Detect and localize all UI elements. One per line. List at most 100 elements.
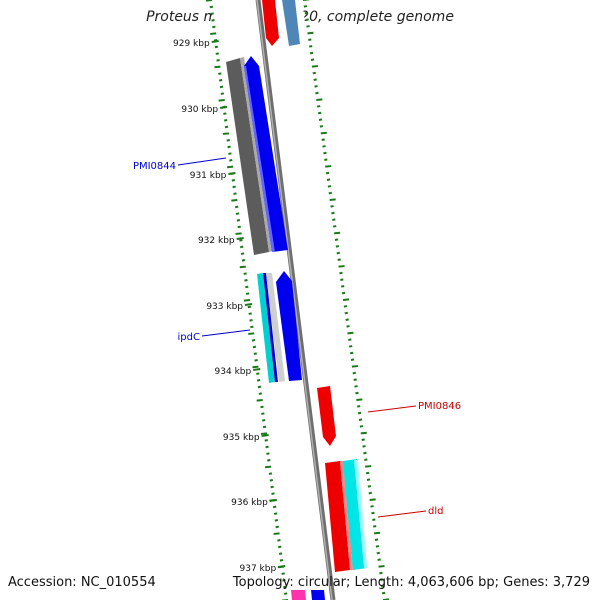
label-ipdc[interactable]: ipdC	[178, 332, 200, 343]
tick-mark	[354, 385, 358, 388]
gene-ipdc-cyan[interactable]	[257, 273, 275, 383]
gene-dld-edge	[340, 461, 353, 570]
label-pmi0844[interactable]: PMI0844	[133, 161, 176, 172]
gene-ipdc[interactable]	[263, 273, 278, 382]
tick-mark	[267, 459, 271, 462]
gene-cyan-right[interactable]	[343, 459, 367, 570]
tick-mark	[236, 219, 241, 222]
tick-mark-major	[269, 499, 277, 502]
tick-mark	[365, 465, 372, 468]
tick-mark	[320, 131, 327, 135]
tick-mark	[304, 11, 308, 15]
tick-mark	[260, 405, 264, 409]
tick-mark	[252, 345, 257, 349]
gene-top-red[interactable]	[262, 0, 279, 46]
genome-backbone-highlight	[256, 0, 333, 600]
gene-cyan-right-edge	[354, 460, 367, 568]
tick-mark	[340, 278, 344, 281]
label-pmi0846[interactable]: PMI0846	[418, 401, 461, 412]
gene-pmi0844[interactable]	[244, 56, 288, 252]
tick-mark	[264, 439, 268, 442]
tick-mark	[218, 72, 222, 75]
tick-mark-major	[228, 172, 236, 175]
gene-gray[interactable]	[226, 58, 269, 255]
tick-mark	[262, 425, 267, 429]
tick-mark	[347, 331, 354, 335]
tick-mark	[257, 385, 262, 389]
tick-mark	[243, 299, 251, 302]
tick-mark	[362, 445, 366, 448]
tick-mark	[332, 218, 336, 221]
tick-mark	[220, 92, 225, 95]
tick-mark	[256, 399, 263, 402]
tick-mark	[356, 398, 363, 401]
label-dld[interactable]: dld	[428, 506, 443, 517]
tick-mark	[328, 191, 332, 195]
tick-mark	[324, 158, 328, 161]
tick-mark	[317, 111, 322, 115]
gene-dld[interactable]	[325, 461, 350, 572]
tick-mark	[240, 252, 245, 255]
tick-mark	[279, 559, 284, 562]
tick-mark	[323, 151, 327, 155]
gene-ipdc-gray	[266, 273, 285, 382]
tick-mark	[223, 112, 227, 115]
tick-mark	[378, 565, 385, 568]
callout-ipdc	[201, 329, 251, 337]
tick-mark	[376, 551, 380, 555]
tick-mark	[254, 359, 258, 362]
tick-mark	[341, 285, 345, 288]
tick-mark	[359, 425, 364, 428]
tick-mark	[325, 165, 332, 168]
tick-mark-major	[253, 368, 261, 371]
gene-pmi0846[interactable]	[317, 386, 336, 446]
tick-mark	[251, 339, 256, 342]
tick-mark	[248, 332, 255, 335]
tick-mark	[305, 18, 309, 21]
tick-mark	[363, 451, 367, 455]
gene-top-steel[interactable]	[282, 0, 300, 46]
callout-pmi0844	[177, 157, 227, 166]
tick-mark	[265, 445, 269, 449]
tick-mark	[283, 585, 287, 589]
tick-mark	[245, 292, 250, 295]
tick-label: 937 kbp	[240, 564, 277, 574]
tick-mark-major	[211, 40, 219, 43]
gene-blue-arrow-2[interactable]	[276, 271, 302, 381]
tick-mark	[353, 378, 357, 381]
tick-mark	[365, 471, 370, 475]
tick-mark	[227, 145, 231, 149]
tick-mark	[311, 65, 318, 68]
tick-mark	[222, 132, 229, 135]
tick-mark	[278, 552, 283, 555]
tick-label: 934 kbp	[215, 367, 252, 377]
tick-label: 929 kbp	[173, 39, 210, 49]
tick-mark	[244, 279, 248, 282]
tick-mark	[327, 185, 332, 188]
tick-mark	[361, 438, 365, 441]
gene-bottom-blue[interactable]	[311, 590, 325, 600]
gene-gray-edge	[240, 57, 272, 252]
tick-mark	[212, 25, 216, 29]
tick-mark	[277, 539, 281, 542]
tick-mark	[226, 139, 230, 142]
gene-bottom-magenta[interactable]	[291, 590, 306, 600]
tick-mark	[381, 591, 386, 595]
tick-mark	[374, 531, 381, 535]
tick-mark	[374, 538, 379, 541]
tick-mark	[309, 45, 313, 48]
tick-mark	[306, 25, 310, 28]
tick-label: 935 kbp	[223, 433, 260, 443]
tick-mark	[265, 465, 272, 469]
tick-mark	[372, 518, 376, 521]
tick-mark	[283, 592, 288, 595]
tick-mark	[250, 325, 254, 329]
tick-mark	[369, 498, 376, 501]
tick-mark	[231, 199, 238, 202]
tick-mark	[326, 178, 331, 181]
tick-mark	[342, 298, 350, 301]
tick-mark	[318, 118, 323, 121]
tick-mark	[228, 152, 232, 155]
callout-pmi0846	[367, 405, 417, 413]
tick-mark	[260, 432, 267, 435]
